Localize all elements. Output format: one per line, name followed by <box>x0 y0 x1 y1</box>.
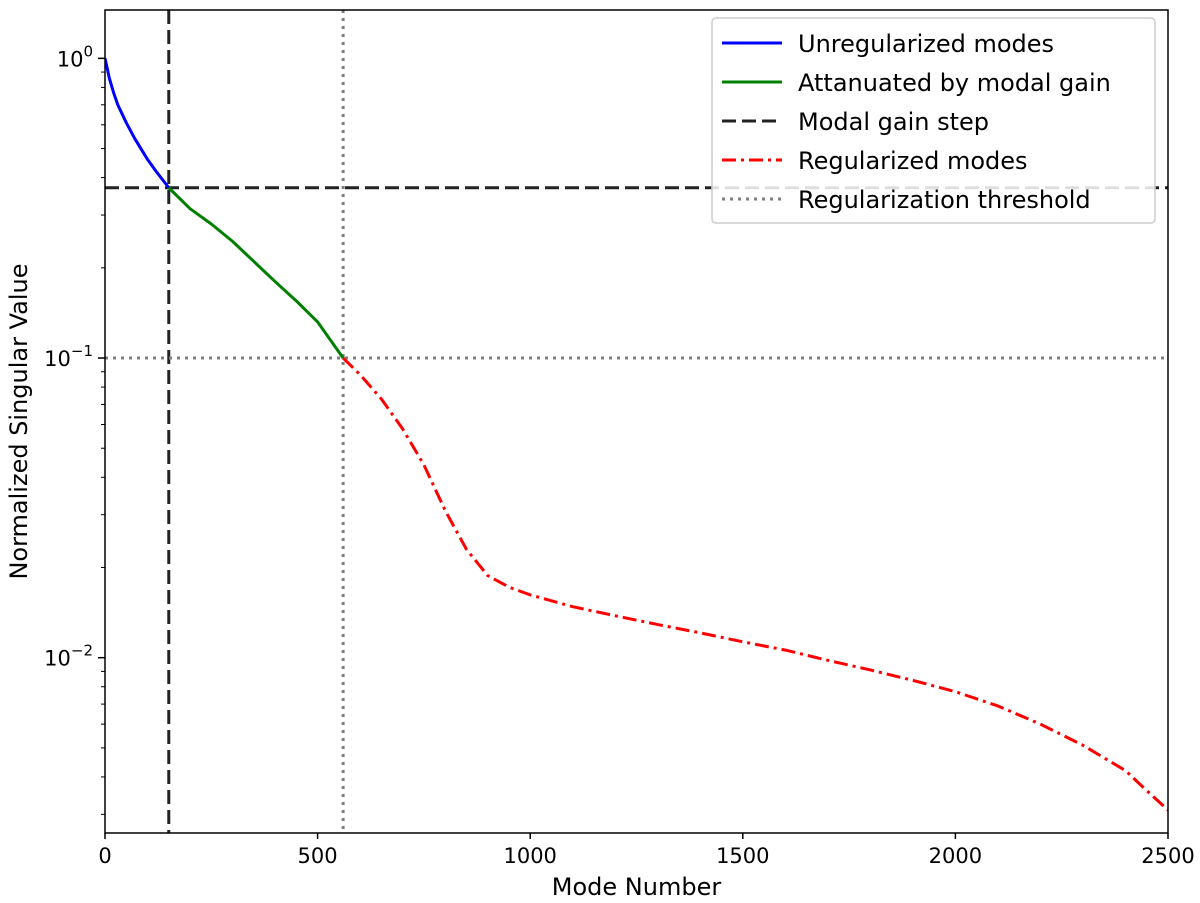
x-tick-label: 1500 <box>716 844 769 868</box>
y-tick-label: 10−1 <box>44 342 93 371</box>
x-axis-ticks: 0 500 1000 1500 2000 2500 <box>98 833 1195 868</box>
x-axis-label: Mode Number <box>552 873 722 901</box>
plot-frame <box>104 9 1169 834</box>
x-tick-label: 0 <box>98 844 111 868</box>
legend-label-4: Regularization threshold <box>798 186 1091 214</box>
x-tick-label: 1000 <box>503 844 556 868</box>
series-line-1 <box>167 186 345 359</box>
x-tick-label: 2000 <box>929 844 982 868</box>
y-axis-ticks: 100 10−1 10−2 <box>44 42 105 815</box>
legend-label-3: Regularized modes <box>798 147 1028 175</box>
y-tick-label: 10−2 <box>44 642 93 671</box>
x-tick-label: 2500 <box>1141 844 1194 868</box>
series-line-2 <box>342 356 1168 812</box>
legend-label-2: Modal gain step <box>798 108 989 136</box>
legend-box <box>711 17 1156 224</box>
y-tick-label: 100 <box>57 42 93 71</box>
x-tick-label: 500 <box>298 844 338 868</box>
y-axis-label: Normalized Singular Value <box>5 263 33 579</box>
plot-series <box>105 58 1168 812</box>
series-line-0 <box>105 58 170 189</box>
legend-label-1: Attanuated by modal gain <box>798 69 1111 97</box>
legend: Unregularized modes Attanuated by modal g… <box>711 17 1156 224</box>
legend-label-0: Unregularized modes <box>798 30 1054 58</box>
